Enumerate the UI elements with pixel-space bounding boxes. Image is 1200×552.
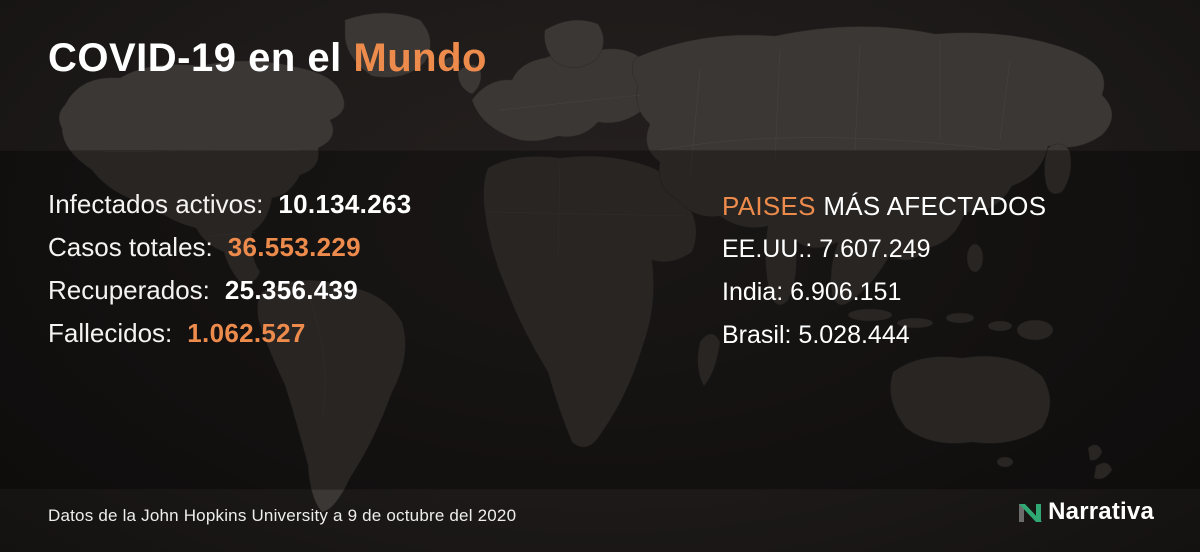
stat-value: 36.553.229	[227, 232, 361, 262]
country-name: India:	[722, 278, 784, 306]
continent-asia	[631, 26, 1113, 306]
heading-highlight: PAISES	[722, 191, 816, 221]
continent-australia	[890, 355, 1051, 444]
title-prefix: COVID-19 en el	[48, 36, 354, 80]
country-borders	[74, 40, 1011, 421]
stats-band-overlay	[0, 150, 1200, 490]
continent-south-america	[257, 279, 406, 513]
narrativa-logo-text: Narrativa	[1048, 498, 1154, 525]
stat-value: 1.062.527	[187, 318, 306, 348]
country-value: 6.906.151	[790, 278, 902, 306]
stat-label: Fallecidos:	[48, 318, 173, 348]
country-row-eeuu: EE.UU.: 7.607.249	[722, 233, 1046, 265]
greenland	[344, 12, 431, 78]
global-stats-list: Infectados activos: 10.134.263 Casos tota…	[48, 188, 411, 350]
source-note: Datos de la John Hopkins University a 9 …	[48, 506, 517, 525]
most-affected-panel: PAISES MÁS AFECTADOS EE.UU.: 7.607.249 I…	[722, 190, 1046, 351]
country-value: 7.607.249	[819, 235, 931, 263]
heading-rest: MÁS AFECTADOS	[815, 191, 1047, 221]
continent-north-america	[58, 60, 345, 284]
country-row-brasil: Brasil: 5.028.444	[722, 319, 1046, 351]
continent-africa	[483, 155, 697, 448]
stat-label: Recuperados:	[48, 275, 210, 305]
stat-value: 25.356.439	[224, 275, 359, 305]
stat-row-recuperados: Recuperados: 25.356.439	[48, 274, 411, 307]
country-value: 5.028.444	[798, 321, 910, 349]
stat-row-infectados-activos: Infectados activos: 10.134.263	[48, 188, 411, 221]
country-row-india: India: 6.906.151	[722, 276, 1046, 308]
stat-row-casos-totales: Casos totales: 36.553.229	[48, 231, 411, 264]
narrativa-logo: Narrativa	[1017, 498, 1154, 526]
stat-row-fallecidos: Fallecidos: 1.062.527	[48, 317, 411, 350]
most-affected-heading: PAISES MÁS AFECTADOS	[722, 190, 1046, 222]
title-highlight: Mundo	[353, 36, 487, 80]
stat-value: 10.134.263	[278, 189, 412, 219]
stat-label: Infectados activos:	[48, 189, 264, 219]
country-name: EE.UU.:	[722, 235, 813, 263]
country-name: Brasil:	[722, 321, 792, 349]
narrativa-logo-icon	[1019, 504, 1043, 522]
page-title: COVID-19 en el Mundo	[48, 36, 487, 81]
stat-label: Casos totales:	[48, 232, 213, 262]
